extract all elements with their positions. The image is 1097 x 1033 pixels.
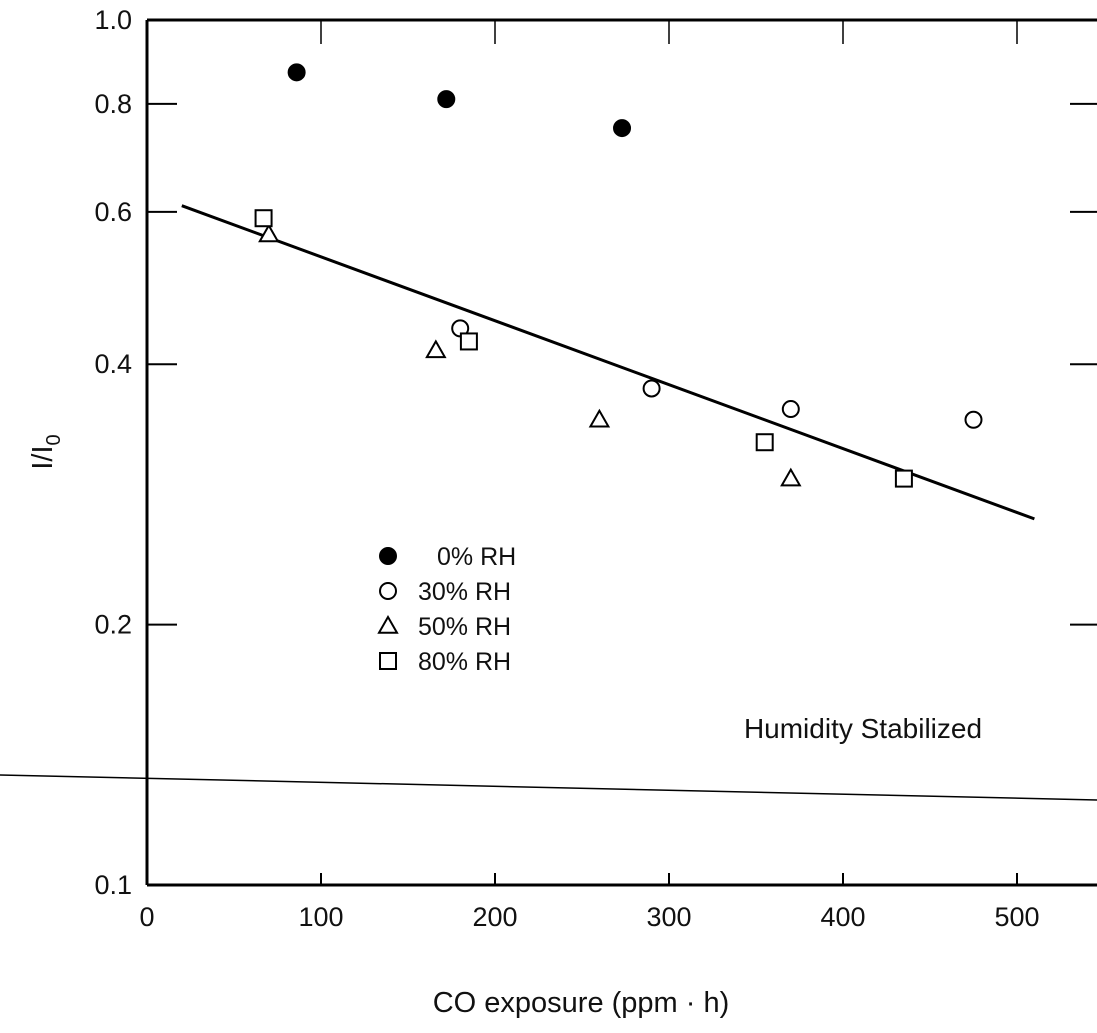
data-point (781, 400, 800, 419)
legend-label: 80% RH (418, 648, 511, 676)
y-tick-label: 0.4 (94, 349, 132, 379)
legend-label: 50% RH (418, 613, 511, 641)
data-point (287, 63, 306, 82)
data-point (755, 433, 774, 452)
data-point (613, 119, 632, 138)
legend-marker (379, 547, 397, 565)
legend-marker (379, 652, 397, 670)
annotation-text: Humidity Stabilized (744, 713, 982, 744)
legend-marker (379, 582, 397, 600)
data-point (254, 209, 273, 228)
data-point (459, 332, 478, 351)
x-tick-label: 0 (139, 902, 154, 932)
data-point (964, 410, 983, 429)
legend-marker (377, 614, 399, 634)
data-point (588, 408, 611, 428)
data-point (780, 467, 802, 487)
y-tick-label: 0.6 (94, 197, 132, 227)
x-tick-label: 400 (820, 902, 865, 932)
y-tick-label: 0.2 (94, 610, 132, 640)
y-axis-title-subscript: 0 (43, 434, 65, 445)
data-point (437, 90, 456, 109)
data-point (642, 379, 661, 398)
x-tick-label: 100 (298, 902, 343, 932)
data-point (894, 469, 913, 488)
y-axis-title: I/I0 (27, 434, 65, 469)
x-axis-title: CO exposure (ppm · h) (433, 987, 730, 1019)
x-tick-label: 300 (646, 902, 691, 932)
legend-label: 0% RH (437, 543, 516, 571)
y-tick-label: 0.1 (94, 870, 132, 900)
y-axis-title-main: I/I (27, 445, 59, 469)
fit-line (181, 204, 1035, 521)
scan-rule-line (0, 774, 1097, 801)
x-tick-label: 200 (472, 902, 517, 932)
data-point (258, 223, 280, 243)
legend-label: 30% RH (418, 578, 511, 606)
y-tick-label: 1.0 (94, 5, 132, 35)
data-point (425, 339, 447, 359)
y-tick-label: 0.8 (94, 89, 132, 119)
x-tick-label: 500 (994, 902, 1039, 932)
